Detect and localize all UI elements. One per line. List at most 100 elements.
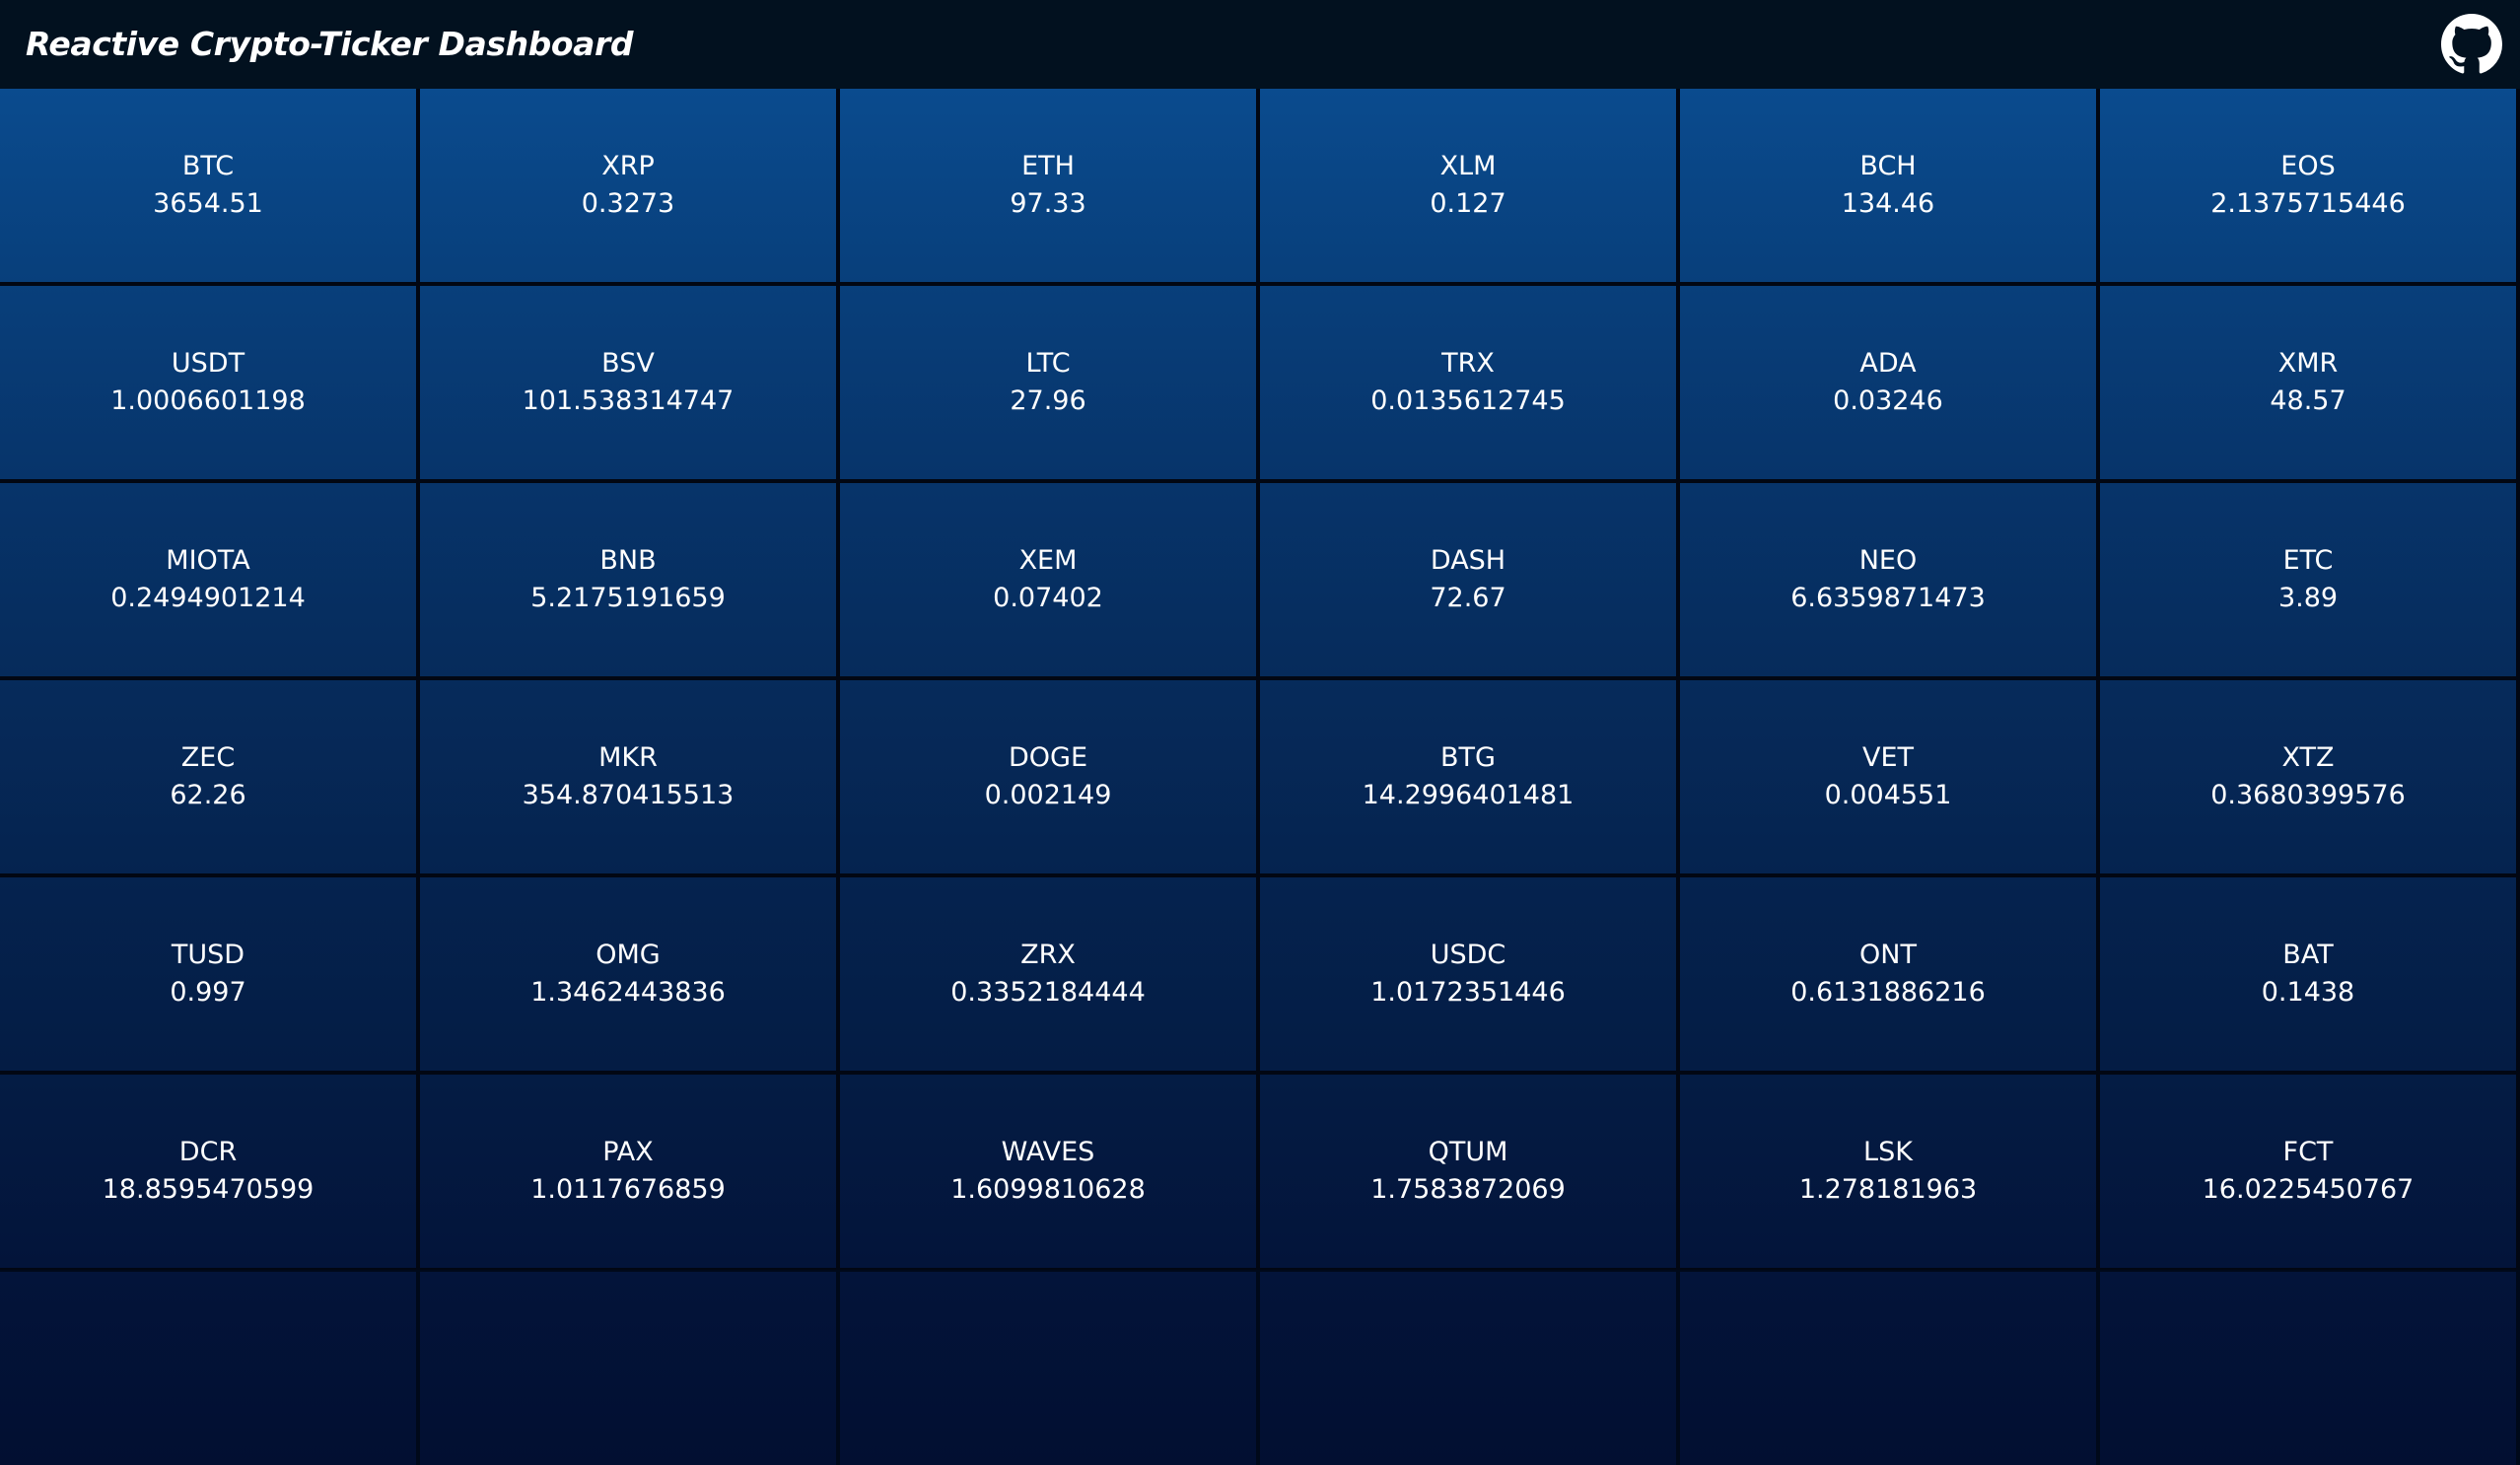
- ticker-tile[interactable]: XRP 0.3273: [420, 89, 836, 282]
- ticker-tile[interactable]: MIOTA 0.2494901214: [0, 483, 416, 676]
- ticker-tile[interactable]: BCH 134.46: [1680, 89, 2096, 282]
- ticker-tile[interactable]: ZRX 0.3352184444: [840, 877, 1256, 1071]
- ticker-price: 0.03246: [1833, 385, 1943, 416]
- ticker-tile[interactable]: MKR 354.870415513: [420, 680, 836, 873]
- ticker-symbol: ETC: [2282, 545, 2334, 576]
- ticker-tile[interactable]: BNB 5.2175191659: [420, 483, 836, 676]
- ticker-tile[interactable]: TUSD 0.997: [0, 877, 416, 1071]
- ticker-tile[interactable]: XEM 0.07402: [840, 483, 1256, 676]
- ticker-price: 0.004551: [1824, 780, 1952, 810]
- ticker-price: 101.538314747: [522, 385, 735, 416]
- ticker-symbol: NEO: [1858, 545, 1918, 576]
- ticker-symbol: ZEC: [180, 742, 236, 773]
- ticker-symbol: TRX: [1441, 348, 1495, 379]
- ticker-symbol: BSV: [601, 348, 655, 379]
- ticker-symbol: BTC: [181, 151, 235, 181]
- ticker-symbol: USDC: [1430, 940, 1506, 970]
- ticker-tile[interactable]: WAVES 1.6099810628: [840, 1075, 1256, 1268]
- ticker-price: 0.127: [1430, 188, 1506, 219]
- ticker-price: 48.57: [2270, 385, 2346, 416]
- ticker-symbol: ONT: [1859, 940, 1917, 970]
- ticker-tile[interactable]: BTC 3654.51: [0, 89, 416, 282]
- page-title: Reactive Crypto-Ticker Dashboard: [26, 25, 634, 63]
- ticker-price: 3.89: [2277, 583, 2339, 613]
- ticker-symbol: XRP: [601, 151, 655, 181]
- ticker-price: 16.0225450767: [2202, 1174, 2415, 1205]
- ticker-price: 1.7583872069: [1370, 1174, 1566, 1205]
- ticker-symbol: MIOTA: [166, 545, 250, 576]
- ticker-symbol: DASH: [1430, 545, 1506, 576]
- ticker-symbol: XTZ: [2281, 742, 2335, 773]
- ticker-price: 0.0135612745: [1370, 385, 1566, 416]
- ticker-tile[interactable]: NEO 6.6359871473: [1680, 483, 2096, 676]
- ticker-tile[interactable]: [1680, 1272, 2096, 1465]
- ticker-price: 0.6131886216: [1790, 977, 1986, 1008]
- ticker-price: 62.26: [170, 780, 246, 810]
- ticker-tile[interactable]: USDT 1.0006601198: [0, 286, 416, 479]
- ticker-tile[interactable]: [2100, 1272, 2516, 1465]
- ticker-price: 0.002149: [984, 780, 1112, 810]
- header-bar: Reactive Crypto-Ticker Dashboard: [0, 0, 2520, 89]
- ticker-tile[interactable]: TRX 0.0135612745: [1260, 286, 1676, 479]
- ticker-tile[interactable]: LTC 27.96: [840, 286, 1256, 479]
- ticker-price: 14.2996401481: [1362, 780, 1575, 810]
- ticker-tile[interactable]: [0, 1272, 416, 1465]
- ticker-tile[interactable]: [420, 1272, 836, 1465]
- ticker-tile[interactable]: BSV 101.538314747: [420, 286, 836, 479]
- ticker-price: 18.8595470599: [102, 1174, 315, 1205]
- ticker-symbol: XEM: [1018, 545, 1078, 576]
- ticker-symbol: BTG: [1440, 742, 1496, 773]
- ticker-tile[interactable]: XMR 48.57: [2100, 286, 2516, 479]
- ticker-tile[interactable]: [1260, 1272, 1676, 1465]
- ticker-symbol: ETH: [1021, 151, 1075, 181]
- ticker-symbol: ADA: [1859, 348, 1917, 379]
- ticker-tile[interactable]: DOGE 0.002149: [840, 680, 1256, 873]
- ticker-symbol: BAT: [2282, 940, 2334, 970]
- ticker-tile[interactable]: ADA 0.03246: [1680, 286, 2096, 479]
- ticker-price: 1.0006601198: [110, 385, 306, 416]
- ticker-price: 0.3273: [581, 188, 675, 219]
- ticker-tile[interactable]: FCT 16.0225450767: [2100, 1075, 2516, 1268]
- ticker-tile[interactable]: QTUM 1.7583872069: [1260, 1075, 1676, 1268]
- ticker-symbol: WAVES: [1001, 1137, 1095, 1167]
- ticker-price: 5.2175191659: [530, 583, 726, 613]
- ticker-tile[interactable]: ETH 97.33: [840, 89, 1256, 282]
- ticker-symbol: OMG: [595, 940, 661, 970]
- ticker-tile[interactable]: BTG 14.2996401481: [1260, 680, 1676, 873]
- ticker-symbol: BCH: [1859, 151, 1917, 181]
- ticker-price: 1.6099810628: [950, 1174, 1146, 1205]
- ticker-tile[interactable]: VET 0.004551: [1680, 680, 2096, 873]
- ticker-tile[interactable]: LSK 1.278181963: [1680, 1075, 2096, 1268]
- ticker-tile[interactable]: ETC 3.89: [2100, 483, 2516, 676]
- ticker-price: 1.0117676859: [530, 1174, 726, 1205]
- ticker-tile[interactable]: ONT 0.6131886216: [1680, 877, 2096, 1071]
- ticker-symbol: TUSD: [171, 940, 245, 970]
- ticker-tile[interactable]: DASH 72.67: [1260, 483, 1676, 676]
- ticker-tile[interactable]: XLM 0.127: [1260, 89, 1676, 282]
- ticker-price: 0.1438: [2261, 977, 2355, 1008]
- ticker-symbol: BNB: [599, 545, 657, 576]
- ticker-symbol: ZRX: [1020, 940, 1076, 970]
- ticker-symbol: XMR: [2277, 348, 2339, 379]
- ticker-tile[interactable]: USDC 1.0172351446: [1260, 877, 1676, 1071]
- github-icon[interactable]: [2441, 14, 2502, 75]
- ticker-tile[interactable]: EOS 2.1375715446: [2100, 89, 2516, 282]
- ticker-symbol: LTC: [1025, 348, 1071, 379]
- ticker-price: 3654.51: [153, 188, 263, 219]
- ticker-tile[interactable]: ZEC 62.26: [0, 680, 416, 873]
- ticker-tile[interactable]: BAT 0.1438: [2100, 877, 2516, 1071]
- ticker-price: 1.0172351446: [1370, 977, 1566, 1008]
- ticker-symbol: DOGE: [1008, 742, 1088, 773]
- ticker-tile[interactable]: DCR 18.8595470599: [0, 1075, 416, 1268]
- ticker-symbol: PAX: [602, 1137, 654, 1167]
- ticker-price: 0.07402: [993, 583, 1103, 613]
- ticker-symbol: LSK: [1863, 1137, 1913, 1167]
- ticker-symbol: FCT: [2282, 1137, 2334, 1167]
- ticker-symbol: QTUM: [1428, 1137, 1508, 1167]
- ticker-tile[interactable]: PAX 1.0117676859: [420, 1075, 836, 1268]
- ticker-tile[interactable]: XTZ 0.3680399576: [2100, 680, 2516, 873]
- ticker-price: 0.3680399576: [2210, 780, 2406, 810]
- ticker-tile[interactable]: OMG 1.3462443836: [420, 877, 836, 1071]
- ticker-tile[interactable]: [840, 1272, 1256, 1465]
- ticker-price: 1.3462443836: [530, 977, 726, 1008]
